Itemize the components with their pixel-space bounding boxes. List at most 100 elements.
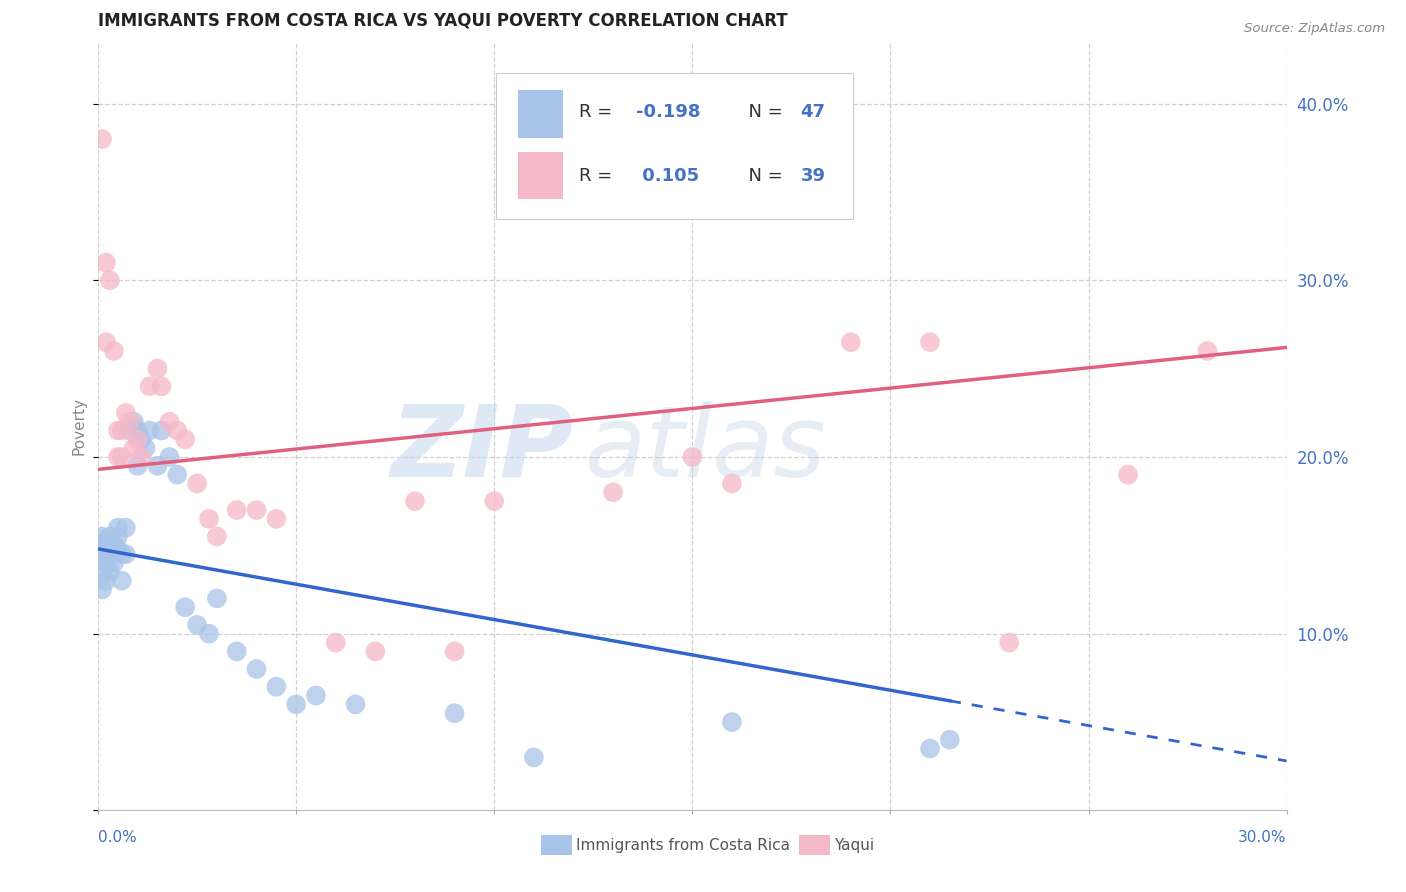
Text: N =: N =	[738, 167, 789, 185]
Point	[266, 680, 288, 694]
Text: N =: N =	[738, 103, 789, 121]
Point	[174, 433, 197, 447]
Point	[166, 424, 188, 438]
Point	[98, 547, 121, 561]
Point	[245, 662, 267, 676]
Text: IMMIGRANTS FROM COSTA RICA VS YAQUI POVERTY CORRELATION CHART: IMMIGRANTS FROM COSTA RICA VS YAQUI POVE…	[98, 11, 787, 29]
Point	[111, 574, 134, 588]
Point	[94, 541, 117, 556]
Point	[107, 529, 129, 543]
Text: Immigrants from Costa Rica: Immigrants from Costa Rica	[576, 838, 790, 853]
Point	[98, 273, 121, 287]
Point	[94, 574, 117, 588]
Point	[118, 424, 141, 438]
Point	[157, 450, 180, 464]
Point	[131, 433, 153, 447]
Point	[174, 600, 197, 615]
Point	[122, 415, 145, 429]
Point	[839, 335, 862, 350]
Point	[114, 547, 136, 561]
Point	[198, 626, 221, 640]
Point	[114, 521, 136, 535]
Point	[998, 635, 1021, 649]
Point	[166, 467, 188, 482]
Text: Source: ZipAtlas.com: Source: ZipAtlas.com	[1244, 22, 1385, 36]
Point	[285, 698, 308, 712]
Point	[98, 565, 121, 579]
Text: atlas: atlas	[585, 401, 827, 498]
Text: R =: R =	[579, 103, 619, 121]
Point	[91, 132, 114, 146]
Point	[198, 512, 221, 526]
Point	[146, 361, 169, 376]
Point	[186, 618, 208, 632]
Point	[103, 556, 125, 570]
Point	[443, 644, 465, 658]
Point	[135, 441, 157, 455]
Point	[111, 547, 134, 561]
Text: 47: 47	[800, 103, 825, 121]
Point	[103, 343, 125, 358]
Point	[91, 538, 114, 552]
Bar	[517, 152, 562, 199]
Text: R =: R =	[579, 167, 619, 185]
Point	[225, 644, 247, 658]
Text: 0.105: 0.105	[637, 167, 700, 185]
Point	[484, 494, 506, 508]
Point	[127, 424, 149, 438]
Text: Yaqui: Yaqui	[834, 838, 875, 853]
Point	[245, 503, 267, 517]
Point	[1197, 343, 1219, 358]
Point	[118, 415, 141, 429]
Point	[1116, 467, 1139, 482]
Point	[205, 529, 228, 543]
Point	[266, 512, 288, 526]
Point	[138, 424, 160, 438]
Point	[111, 450, 134, 464]
Point	[443, 706, 465, 721]
Point	[114, 406, 136, 420]
Point	[150, 379, 173, 393]
Point	[107, 541, 129, 556]
Point	[602, 485, 624, 500]
Point	[111, 424, 134, 438]
Point	[225, 503, 247, 517]
Point	[681, 450, 703, 464]
Text: -0.198: -0.198	[637, 103, 702, 121]
Point	[918, 741, 941, 756]
Point	[98, 529, 121, 543]
Point	[523, 750, 546, 764]
Point	[918, 335, 941, 350]
Point	[325, 635, 347, 649]
Point	[94, 556, 117, 570]
Point	[103, 538, 125, 552]
Point	[157, 415, 180, 429]
Text: 0.0%: 0.0%	[98, 830, 136, 845]
Point	[107, 521, 129, 535]
Point	[146, 458, 169, 473]
Point	[131, 450, 153, 464]
Text: 30.0%: 30.0%	[1239, 830, 1286, 845]
Point	[721, 476, 744, 491]
Point	[305, 689, 328, 703]
Point	[186, 476, 208, 491]
Point	[122, 441, 145, 455]
FancyBboxPatch shape	[496, 72, 853, 219]
Point	[150, 424, 173, 438]
Point	[91, 582, 114, 597]
Point	[205, 591, 228, 606]
Point	[94, 335, 117, 350]
Point	[721, 714, 744, 729]
Point	[127, 458, 149, 473]
Point	[91, 547, 114, 561]
Bar	[517, 90, 562, 138]
Point	[107, 424, 129, 438]
Point	[94, 255, 117, 269]
Point	[404, 494, 426, 508]
Text: 39: 39	[800, 167, 825, 185]
Point	[344, 698, 367, 712]
Point	[91, 529, 114, 543]
Point	[91, 565, 114, 579]
Point	[107, 450, 129, 464]
Y-axis label: Poverty: Poverty	[72, 397, 86, 455]
